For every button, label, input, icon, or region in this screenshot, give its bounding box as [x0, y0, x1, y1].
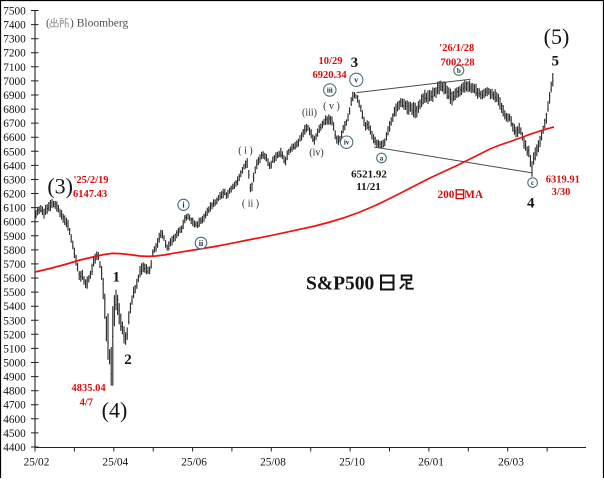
svg-text:5700: 5700: [3, 259, 26, 271]
svg-text:7400: 7400: [3, 20, 26, 32]
svg-text:6400: 6400: [3, 160, 26, 172]
svg-text:1: 1: [112, 270, 120, 286]
svg-text:7000: 7000: [3, 76, 26, 88]
svg-text:6147.43: 6147.43: [73, 189, 107, 200]
svg-text:4835.04: 4835.04: [71, 383, 106, 394]
svg-text:ii: ii: [199, 239, 204, 248]
svg-text:7100: 7100: [3, 62, 26, 74]
svg-text:(4): (4): [102, 397, 128, 422]
svg-text:6700: 6700: [3, 118, 26, 130]
svg-text:b: b: [457, 67, 461, 75]
svg-text:4400: 4400: [3, 442, 26, 454]
svg-text:( v ): ( v ): [323, 101, 340, 112]
svg-text:4600: 4600: [3, 414, 26, 426]
svg-text:26/01: 26/01: [418, 457, 444, 469]
svg-text:( ii ): ( ii ): [242, 199, 259, 210]
svg-text:7300: 7300: [3, 34, 26, 46]
svg-text:11/21: 11/21: [356, 181, 380, 193]
svg-text:7002.28: 7002.28: [440, 57, 474, 68]
svg-text:7200: 7200: [3, 48, 26, 60]
svg-text:5500: 5500: [3, 287, 26, 299]
svg-text:(5): (5): [544, 24, 570, 49]
svg-text:(iii): (iii): [302, 108, 317, 119]
svg-text:10/29: 10/29: [319, 56, 343, 67]
svg-text:6300: 6300: [3, 175, 26, 187]
svg-text:( i ): ( i ): [238, 146, 252, 157]
svg-text:a: a: [380, 155, 384, 163]
svg-text:(: (: [46, 18, 50, 30]
svg-text:25/08: 25/08: [260, 457, 286, 469]
svg-text:6000: 6000: [3, 217, 26, 229]
svg-text:5800: 5800: [3, 245, 26, 257]
svg-text:6100: 6100: [3, 203, 26, 215]
svg-text:5900: 5900: [3, 231, 26, 243]
svg-text:4500: 4500: [3, 428, 26, 440]
svg-text:25/04: 25/04: [102, 457, 128, 469]
svg-text:5200: 5200: [3, 329, 26, 341]
svg-text:6319.91: 6319.91: [546, 175, 580, 186]
svg-text:(iv): (iv): [309, 148, 323, 159]
svg-text:4800: 4800: [3, 386, 26, 398]
svg-text:6800: 6800: [3, 104, 26, 116]
svg-text:6600: 6600: [3, 132, 26, 144]
svg-text:MA: MA: [464, 189, 484, 201]
svg-text:6521.92: 6521.92: [351, 169, 387, 181]
svg-text:5400: 5400: [3, 301, 26, 313]
svg-text:5000: 5000: [3, 358, 26, 370]
svg-text:7500: 7500: [3, 6, 26, 18]
svg-text:S&P500: S&P500: [306, 274, 374, 295]
svg-text:v: v: [354, 76, 358, 85]
svg-text:4900: 4900: [3, 372, 26, 384]
svg-text:6900: 6900: [3, 90, 26, 102]
svg-text:3/30: 3/30: [552, 187, 571, 198]
svg-text:'26/1/28: '26/1/28: [439, 43, 474, 54]
svg-text:25/10: 25/10: [339, 457, 365, 469]
svg-text:6920.34: 6920.34: [312, 70, 347, 81]
svg-text:5: 5: [552, 54, 560, 70]
svg-text:5300: 5300: [3, 315, 26, 327]
svg-text:200: 200: [438, 189, 455, 201]
svg-text:'25/2/19: '25/2/19: [73, 175, 108, 186]
svg-text:4700: 4700: [3, 400, 26, 412]
svg-text:26/03: 26/03: [498, 457, 524, 469]
svg-text:6200: 6200: [3, 189, 26, 201]
svg-text:3: 3: [351, 55, 359, 71]
svg-text:c: c: [531, 179, 534, 187]
svg-text:25/06: 25/06: [181, 457, 207, 469]
svg-text:4/7: 4/7: [80, 398, 93, 409]
svg-text:iii: iii: [327, 87, 333, 95]
svg-text:5600: 5600: [3, 273, 26, 285]
svg-text:(3): (3): [47, 173, 73, 198]
svg-text:i: i: [182, 201, 185, 210]
svg-text:4: 4: [527, 196, 535, 212]
svg-text:6500: 6500: [3, 146, 26, 158]
svg-text:iv: iv: [344, 139, 350, 147]
svg-text:5100: 5100: [3, 343, 26, 355]
svg-text:) Bloomberg: ) Bloomberg: [70, 18, 128, 30]
svg-text:25/02: 25/02: [24, 457, 50, 469]
svg-text:2: 2: [124, 352, 132, 368]
